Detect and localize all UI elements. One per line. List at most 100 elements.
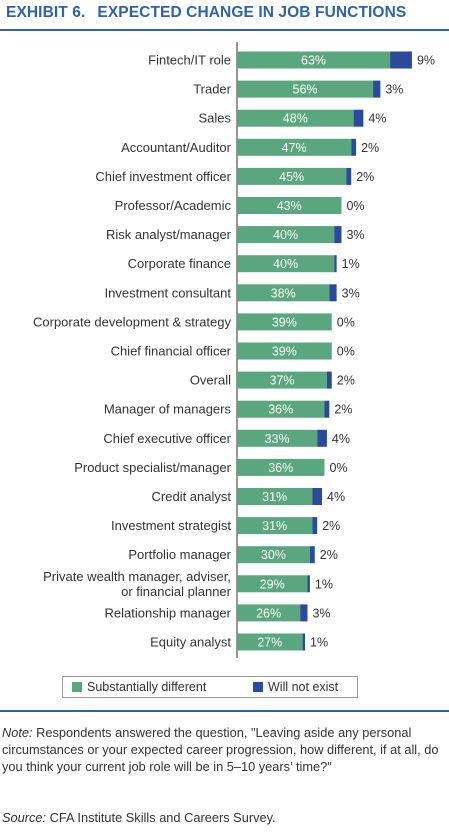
bar-substantially-different bbox=[237, 255, 335, 273]
bar-will-not-exist bbox=[334, 226, 342, 244]
data-label-will-not-exist: 2% bbox=[361, 141, 379, 155]
data-label-substantially-different: 29% bbox=[260, 577, 285, 591]
category-label: Manager of managers bbox=[104, 402, 232, 417]
bar-substantially-different bbox=[237, 226, 335, 244]
source-line: Source: CFA Institute Skills and Careers… bbox=[2, 810, 276, 825]
exhibit-label: EXHIBIT 6. bbox=[6, 4, 86, 21]
bar-will-not-exist bbox=[329, 284, 337, 302]
bar-will-not-exist bbox=[300, 604, 308, 622]
bar-substantially-different bbox=[237, 313, 332, 331]
bar-substantially-different bbox=[237, 400, 325, 418]
data-label-will-not-exist: 3% bbox=[342, 286, 360, 300]
bar-substantially-different bbox=[237, 167, 347, 185]
bar-substantially-different bbox=[237, 633, 303, 651]
category-label: Credit analyst bbox=[152, 489, 232, 504]
data-label-will-not-exist: 3% bbox=[346, 228, 364, 242]
note-label: Note: bbox=[2, 725, 33, 740]
data-label-will-not-exist: 4% bbox=[332, 432, 350, 446]
bar-substantially-different bbox=[237, 575, 308, 593]
category-label: Risk analyst/manager bbox=[106, 227, 232, 242]
data-label-will-not-exist: 0% bbox=[329, 461, 347, 475]
data-label-will-not-exist: 2% bbox=[334, 403, 352, 417]
chart-legend: Substantially different Will not exist bbox=[62, 676, 358, 698]
data-label-will-not-exist: 2% bbox=[337, 374, 355, 388]
data-label-will-not-exist: 4% bbox=[327, 490, 345, 504]
bar-substantially-different bbox=[237, 284, 330, 302]
bar-will-not-exist bbox=[324, 400, 330, 418]
legend-swatch-substantially-different bbox=[72, 682, 82, 692]
category-label: Investment strategist bbox=[111, 518, 231, 533]
data-label-substantially-different: 31% bbox=[262, 519, 287, 533]
category-label: Investment consultant bbox=[105, 285, 232, 300]
data-label-will-not-exist: 2% bbox=[322, 519, 340, 533]
data-label-will-not-exist: 1% bbox=[315, 577, 333, 591]
bar-substantially-different bbox=[237, 342, 332, 360]
bar-substantially-different bbox=[237, 138, 352, 156]
category-label: Professor/Academic bbox=[115, 198, 232, 213]
data-label-will-not-exist: 3% bbox=[385, 83, 403, 97]
data-label-substantially-different: 26% bbox=[256, 606, 281, 620]
category-label: Portfolio manager bbox=[128, 547, 231, 562]
bar-substantially-different bbox=[237, 488, 313, 505]
category-label: Overall bbox=[190, 373, 231, 388]
data-label-substantially-different: 39% bbox=[272, 315, 297, 329]
category-label: Trader bbox=[193, 82, 231, 97]
bar-will-not-exist bbox=[307, 575, 310, 593]
bar-substantially-different bbox=[237, 371, 327, 389]
category-label: Fintech/IT role bbox=[148, 53, 231, 68]
data-label-will-not-exist: 2% bbox=[320, 548, 338, 562]
stacked-bar-chart: 63% 9% Fintech/IT role 56% 3% Trader 48% 4% Sale… bbox=[33, 42, 435, 658]
bar-substantially-different bbox=[237, 197, 342, 214]
category-label: Sales bbox=[198, 111, 231, 126]
data-label-will-not-exist: 0% bbox=[337, 345, 355, 359]
bar-substantially-different bbox=[237, 80, 374, 98]
data-label-substantially-different: 37% bbox=[269, 374, 294, 388]
bar-substantially-different bbox=[237, 458, 325, 476]
data-label-substantially-different: 39% bbox=[272, 345, 297, 359]
category-label: Accountant/Auditor bbox=[121, 140, 232, 155]
data-label-substantially-different: 30% bbox=[261, 548, 286, 562]
bar-substantially-different bbox=[237, 51, 391, 69]
data-label-substantially-different: 40% bbox=[273, 228, 298, 242]
category-label: Equity analyst bbox=[150, 635, 231, 650]
title-rule bbox=[0, 29, 449, 31]
data-label-will-not-exist: 0% bbox=[346, 199, 364, 213]
source-text: CFA Institute Skills and Careers Survey. bbox=[46, 810, 276, 825]
data-label-substantially-different: 47% bbox=[282, 141, 307, 155]
data-label-will-not-exist: 1% bbox=[342, 257, 360, 271]
data-label-substantially-different: 40% bbox=[273, 257, 298, 271]
category-label: Relationship manager bbox=[105, 605, 232, 620]
data-label-substantially-different: 33% bbox=[265, 432, 290, 446]
bar-will-not-exist bbox=[351, 138, 357, 156]
source-label: Source: bbox=[2, 810, 47, 825]
bar-will-not-exist bbox=[334, 255, 337, 273]
data-label-substantially-different: 43% bbox=[277, 199, 302, 213]
footer-rule bbox=[0, 710, 449, 712]
bar-substantially-different bbox=[237, 546, 310, 564]
category-label: or financial planner bbox=[121, 584, 232, 599]
bar-will-not-exist bbox=[312, 488, 323, 505]
bar-will-not-exist bbox=[302, 633, 306, 651]
category-label: Corporate finance bbox=[128, 256, 231, 271]
data-label-substantially-different: 38% bbox=[271, 286, 296, 300]
data-label-substantially-different: 63% bbox=[301, 54, 326, 68]
legend-swatch-will-not-exist bbox=[253, 682, 263, 692]
bar-will-not-exist bbox=[317, 429, 327, 447]
bar-will-not-exist bbox=[390, 51, 412, 69]
data-label-substantially-different: 31% bbox=[262, 490, 287, 504]
bar-will-not-exist bbox=[373, 80, 381, 98]
data-label-substantially-different: 48% bbox=[283, 112, 308, 126]
bar-substantially-different bbox=[237, 109, 354, 127]
note-text: Respondents answered the question, "Leav… bbox=[2, 725, 439, 774]
data-label-will-not-exist: 0% bbox=[337, 315, 355, 329]
data-label-substantially-different: 45% bbox=[279, 170, 304, 184]
data-label-will-not-exist: 2% bbox=[356, 170, 374, 184]
legend-label-will-not-exist: Will not exist bbox=[268, 680, 339, 694]
data-label-substantially-different: 27% bbox=[257, 636, 282, 650]
bar-will-not-exist bbox=[309, 546, 315, 564]
exhibit-title: EXPECTED CHANGE IN JOB FUNCTIONS bbox=[97, 4, 407, 21]
data-label-substantially-different: 36% bbox=[268, 403, 293, 417]
bar-will-not-exist bbox=[312, 517, 318, 535]
bar-will-not-exist bbox=[353, 109, 364, 127]
chart-title: EXHIBIT 6. EXPECTED CHANGE IN JOB FUNCTIO… bbox=[6, 4, 406, 22]
